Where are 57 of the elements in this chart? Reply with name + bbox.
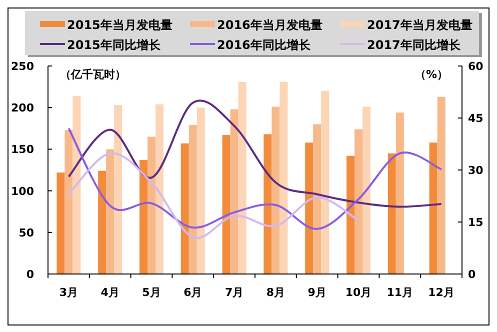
y2-tick-label: 60 [468,60,484,73]
y-tick-label: 200 [11,102,34,115]
bar [56,172,65,274]
legend-label: 2015年当月发电量 [67,18,172,32]
bar [238,82,246,274]
bar [305,142,314,274]
y2-tick-label: 15 [468,216,484,229]
x-tick-label: 9月 [308,286,326,299]
bar [180,143,189,274]
bar [313,124,322,274]
bar [346,156,354,274]
legend-label: 2016年同比增长 [217,38,312,52]
y-axis-title: （亿千瓦时） [60,68,126,81]
x-tick-label: 12月 [428,286,454,299]
legend-label: 2017年当月发电量 [367,18,472,32]
bar [196,108,205,274]
bar [156,104,164,274]
bar [230,109,238,274]
legend-label: 2016年当月发电量 [217,18,322,32]
y-tick-label: 150 [11,143,34,156]
bar [354,129,362,274]
y-tick-label: 100 [11,184,34,198]
x-tick-label: 10月 [345,286,372,299]
x-tick-label: 7月 [224,286,244,299]
bar [272,106,280,274]
y-tick-label: 0 [26,268,34,281]
x-tick-label: 11月 [386,286,414,299]
bar [396,112,404,274]
x-tick-label: 3月 [59,286,78,299]
y-tick-label: 250 [11,60,34,73]
y2-tick-label: 45 [468,112,484,125]
bar [98,170,106,274]
bar [222,135,230,274]
x-tick-label: 8月 [266,286,286,299]
x-tick-label: 5月 [142,286,161,299]
bar [437,96,446,274]
bar [106,149,114,274]
bar [429,142,438,274]
bar [321,90,330,274]
bar [114,105,122,274]
y-tick-label: 50 [18,226,34,240]
bar [148,136,156,274]
bar [264,134,272,274]
bar [388,153,396,274]
bar [72,96,81,274]
bar [362,106,370,274]
x-tick-label: 4月 [100,286,120,299]
y2-axis-title: （%） [414,68,448,81]
bar [140,160,148,274]
bar [188,125,197,274]
bar [280,82,288,274]
bar [64,130,73,274]
legend-label: 2017年同比增长 [367,38,462,52]
y2-tick-label: 30 [468,164,484,177]
x-tick-label: 6月 [184,286,202,299]
legend-label: 2015年同比增长 [67,38,162,52]
y2-tick-label: 0 [468,268,476,281]
